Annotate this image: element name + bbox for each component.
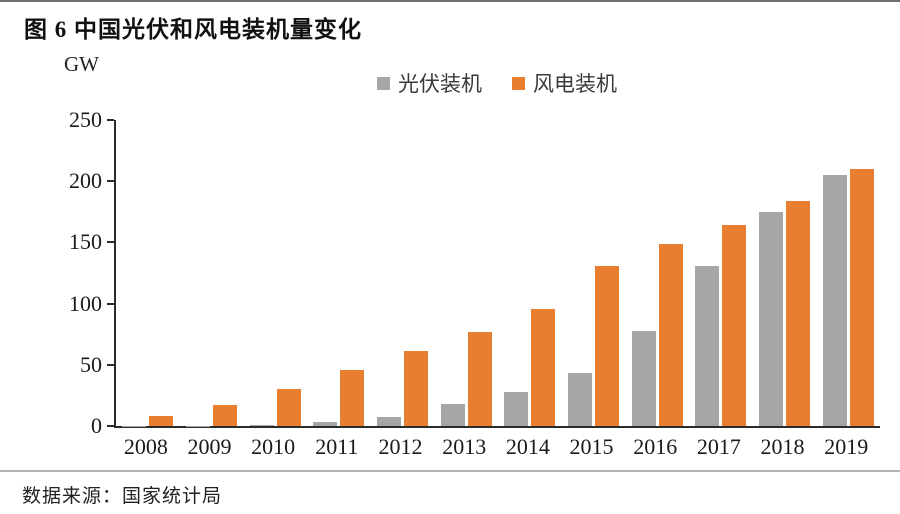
wind-bar-2010 [276,389,301,426]
pv-bar-2018 [759,211,784,426]
y-tick-200 [107,180,114,183]
wind-bar-2009 [213,405,237,426]
bar-group-2014 [498,120,562,426]
bar-group-2017 [689,120,753,426]
x-axis-label-2013: 2013 [442,434,487,459]
top-rule [0,0,900,2]
chart-title: 图 6 中国光伏和风电装机量变化 [24,17,362,42]
pv-bar-2013 [440,403,465,426]
y-tick-0 [107,425,114,427]
legend-label-wind: 风电装机 [533,72,617,96]
pv-bar-2016 [631,330,656,426]
wind-bar-2008 [149,416,174,426]
source-note: 数据来源：国家统计局 [22,486,223,507]
pv-bar-2017 [695,265,720,426]
source-divider [0,470,900,472]
y-tick-label-250: 250 [69,107,102,132]
wind-legend-swatch-icon [512,76,525,90]
bar-group-2013 [434,120,498,426]
x-axis-label-2009: 2009 [187,434,232,459]
x-axis-label-2018: 2018 [760,434,805,459]
x-axis-label-2017: 2017 [696,434,741,459]
plot-area: 0 50 100 150 200 250 [69,107,880,438]
legend-item-pv: 光伏装机 [377,68,482,98]
wind-bar-2013 [467,331,492,426]
wind-bar-2018 [786,200,811,426]
bar-group-2018 [753,120,817,426]
y-tick-50 [107,363,114,366]
pv-legend-swatch-icon [377,76,390,90]
bar-group-2011 [307,120,371,426]
y-tick-label-150: 150 [69,229,102,255]
pv-bar-2015 [568,373,593,426]
y-tick-label-0: 0 [91,413,102,438]
chart-legend: 光伏装机 风电装机 [115,68,879,98]
y-tick-label-100: 100 [69,290,102,316]
y-tick-label-50: 50 [80,351,102,377]
x-axis-label-2014: 2014 [505,434,550,459]
wind-bar-2012 [404,351,429,426]
bar-group-2016 [625,120,689,426]
x-axis-label-2019: 2019 [824,434,869,459]
bar-group-2008 [116,120,180,426]
pv-bar-2011 [313,422,338,426]
y-tick-250 [107,119,114,121]
pv-bar-2019 [822,175,847,426]
pv-bar-2010 [249,424,274,426]
bar-group-2010 [243,120,307,426]
wind-bar-2019 [849,168,874,426]
wind-bar-2015 [595,265,620,426]
x-axis-label-2010: 2010 [251,434,296,459]
wind-bar-2016 [658,243,683,426]
y-axis-unit-label: GW [64,52,99,76]
bar-group-2019 [816,120,880,426]
pv-bar-2012 [377,417,402,426]
pv-bar-2014 [504,391,529,426]
wind-bar-2014 [531,308,556,426]
y-tick-100 [107,302,114,305]
legend-item-wind: 风电装机 [512,68,617,98]
wind-bar-2011 [340,369,365,426]
bar-group-2009 [180,120,244,426]
x-axis-label-2016: 2016 [633,434,678,459]
bar-series-container [116,120,880,426]
wind-bar-2017 [722,225,747,426]
x-axis-labels: 2008 2009 2010 2011 2012 2013 2014 2015 2016 2017… [114,434,878,460]
x-axis-label-2015: 2015 [569,434,614,459]
x-axis-label-2012: 2012 [378,434,423,459]
y-tick-150 [107,241,114,244]
x-axis-label-2008: 2008 [123,434,168,459]
legend-label-pv: 光伏装机 [398,72,482,96]
x-axis-label-2011: 2011 [315,434,359,459]
bar-group-2012 [371,120,435,426]
y-tick-label-200: 200 [69,168,102,194]
bar-group-2015 [562,120,626,426]
